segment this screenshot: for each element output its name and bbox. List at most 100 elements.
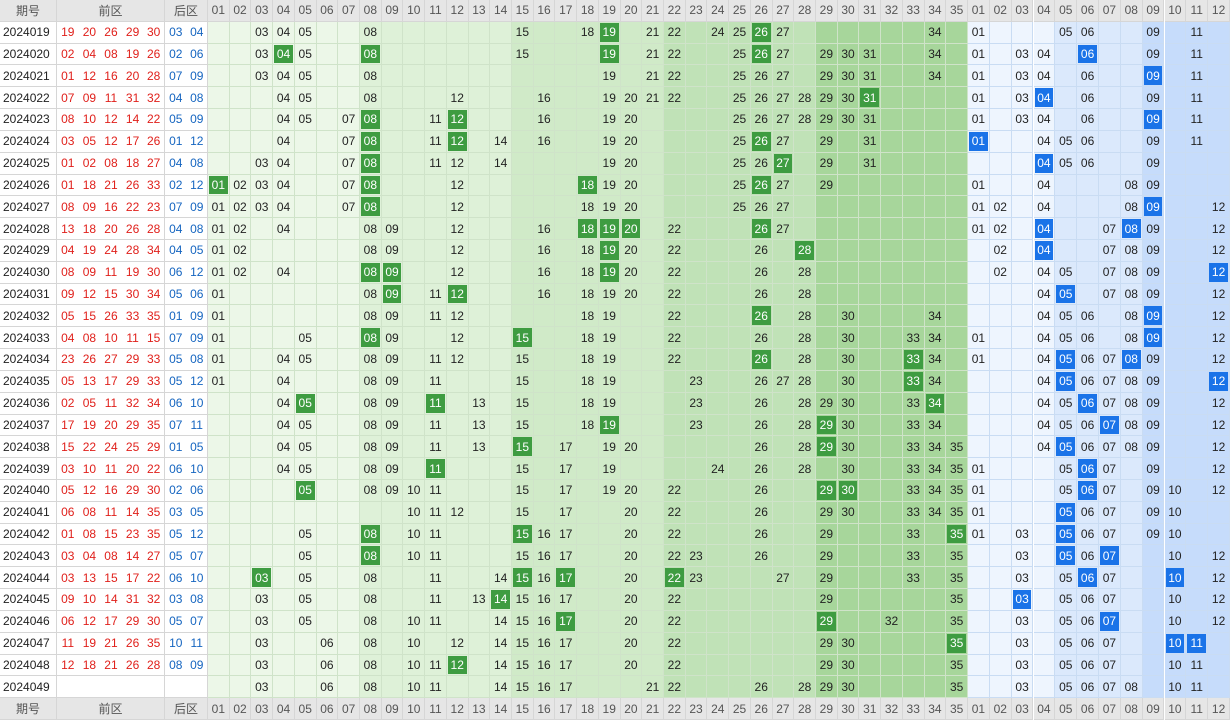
front-cell: 16 bbox=[533, 283, 556, 306]
front-cell bbox=[251, 436, 274, 459]
back-cell: 08 bbox=[1120, 283, 1143, 306]
front-cell bbox=[664, 392, 686, 415]
back-cell: 07 bbox=[1099, 261, 1121, 284]
front-cell bbox=[577, 65, 599, 88]
front-cell: 04 bbox=[273, 349, 295, 371]
front-cell bbox=[468, 370, 491, 393]
front-cell bbox=[729, 676, 751, 699]
front-draw: 10 bbox=[78, 458, 101, 480]
front-cell: 04 bbox=[273, 414, 295, 437]
front-cell: 29 bbox=[816, 545, 838, 568]
front-cell: 08 bbox=[360, 196, 382, 219]
footer-front-col: 02 bbox=[229, 698, 252, 720]
front-cell bbox=[707, 414, 730, 437]
back-cell: 06 bbox=[1077, 589, 1099, 611]
front-cell bbox=[859, 370, 882, 393]
front-cell: 22 bbox=[664, 327, 686, 350]
front-cell bbox=[425, 327, 447, 350]
back-cell bbox=[1142, 567, 1165, 590]
front-cell bbox=[381, 43, 404, 66]
front-cell bbox=[338, 87, 360, 110]
front-cell: 09 bbox=[381, 370, 404, 393]
front-cell bbox=[403, 218, 426, 240]
front-cell: 30 bbox=[837, 436, 860, 459]
back-cell bbox=[1011, 130, 1034, 153]
front-cell bbox=[338, 632, 360, 655]
front-cell: 11 bbox=[425, 109, 447, 131]
hit-number: 12 bbox=[447, 284, 467, 304]
front-cell: 11 bbox=[425, 370, 447, 393]
front-cell: 04 bbox=[273, 21, 295, 44]
front-cell bbox=[902, 21, 925, 44]
back-cell: 04 bbox=[1033, 349, 1056, 371]
back-cell bbox=[989, 305, 1012, 328]
front-cell: 01 bbox=[208, 261, 230, 284]
front-cell bbox=[490, 392, 512, 415]
front-cell: 05 bbox=[294, 87, 317, 110]
back-cell: 12 bbox=[1208, 370, 1230, 393]
front-cell bbox=[729, 632, 751, 655]
front-cell: 26 bbox=[750, 109, 773, 131]
front-cell bbox=[620, 392, 643, 415]
back-draw: 06 bbox=[165, 393, 187, 415]
front-cell: 27 bbox=[772, 370, 795, 393]
front-cell bbox=[642, 349, 664, 371]
front-cell: 27 bbox=[772, 43, 795, 66]
front-cell bbox=[859, 349, 882, 371]
front-cell: 11 bbox=[425, 501, 447, 524]
front-cell bbox=[468, 87, 491, 110]
front-cell bbox=[446, 480, 469, 502]
back-cell bbox=[1164, 370, 1187, 393]
front-cell: 27 bbox=[772, 65, 795, 88]
front-cell bbox=[859, 589, 882, 611]
front-draw: 35 bbox=[143, 305, 165, 328]
front-cell: 11 bbox=[425, 436, 447, 459]
front-cell: 08 bbox=[360, 523, 382, 546]
hit-number: 08 bbox=[361, 262, 380, 282]
front-cell bbox=[512, 218, 534, 240]
front-cell bbox=[446, 523, 469, 546]
back-cell: 08 bbox=[1120, 349, 1143, 371]
front-cell bbox=[229, 480, 252, 502]
front-cell: 26 bbox=[750, 152, 773, 175]
front-cell bbox=[729, 305, 751, 328]
front-cell bbox=[533, 65, 556, 88]
front-cell: 22 bbox=[664, 261, 686, 284]
front-cell bbox=[664, 152, 686, 175]
front-cell bbox=[229, 501, 252, 524]
front-cell: 18 bbox=[577, 305, 599, 328]
front-cell bbox=[685, 436, 708, 459]
front-cell bbox=[794, 43, 816, 66]
front-cell bbox=[316, 523, 339, 546]
back-cell: 11 bbox=[1186, 654, 1209, 677]
front-cell bbox=[316, 261, 339, 284]
front-cell bbox=[273, 589, 295, 611]
front-cell bbox=[729, 501, 751, 524]
front-cell: 35 bbox=[946, 676, 968, 699]
back-cell: 12 bbox=[1208, 458, 1230, 480]
front-cell: 02 bbox=[229, 261, 252, 284]
front-cell: 17 bbox=[555, 589, 578, 611]
hit-number: 05 bbox=[1056, 437, 1076, 457]
back-cell: 12 bbox=[1208, 305, 1230, 328]
front-cell bbox=[881, 65, 903, 88]
back-cell: 05 bbox=[1055, 261, 1078, 284]
front-cell: 30 bbox=[837, 327, 860, 350]
front-cell bbox=[468, 305, 491, 328]
hit-number: 35 bbox=[947, 524, 966, 544]
back-cell bbox=[1164, 152, 1187, 175]
front-cell: 12 bbox=[446, 501, 469, 524]
front-cell: 16 bbox=[533, 523, 556, 546]
front-cell bbox=[251, 370, 274, 393]
front-cell bbox=[251, 218, 274, 240]
header-front-col: 21 bbox=[642, 0, 664, 22]
front-cell: 33 bbox=[902, 327, 925, 350]
back-draw: 08 bbox=[186, 87, 208, 110]
front-cell bbox=[577, 130, 599, 153]
footer-back-col: 05 bbox=[1055, 698, 1078, 720]
front-cell: 18 bbox=[577, 283, 599, 306]
front-cell: 22 bbox=[664, 43, 686, 66]
back-cell bbox=[1208, 654, 1230, 677]
back-cell bbox=[968, 545, 990, 568]
front-cell bbox=[772, 523, 795, 546]
